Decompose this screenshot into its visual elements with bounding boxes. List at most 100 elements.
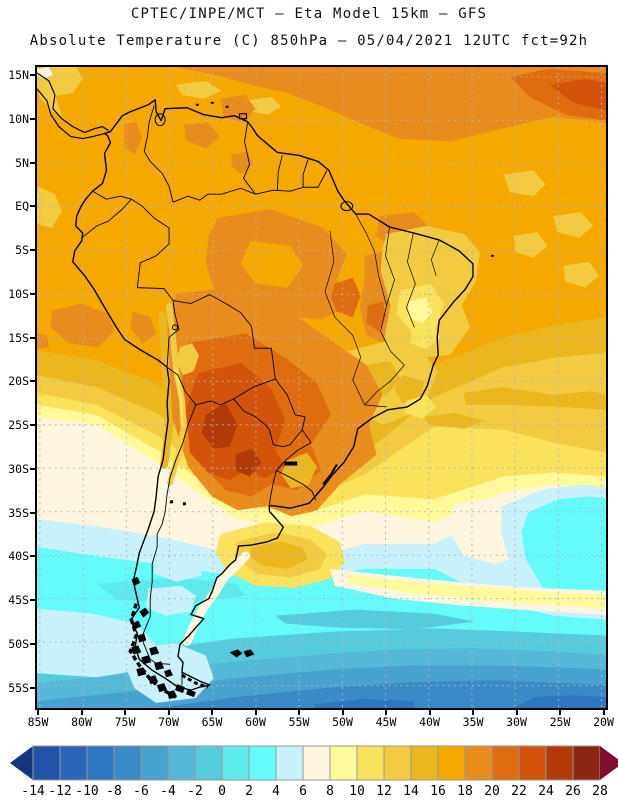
- lon-tick-mark: [385, 710, 387, 715]
- lon-tick-label: 70W: [158, 715, 179, 729]
- fernando-de-noronha: [490, 254, 494, 257]
- islands-and-fjords: [128, 101, 494, 700]
- colorbar-segment: [329, 745, 358, 781]
- colorbar-segment: [275, 745, 304, 781]
- colorbar-tick-label: -12: [48, 784, 71, 799]
- colorbar-svg: -14 -12 -10 -8 -6 -4 -2 0 2 4 6 8 10 12 14 16 18 20 22 24 26…: [10, 745, 618, 799]
- lat-tick-mark: [30, 599, 35, 601]
- lat-tick-mark: [30, 555, 35, 558]
- lat-tick-label: 5S: [15, 243, 29, 257]
- colorbar-segment: [356, 745, 385, 781]
- lon-tick-mark: [298, 710, 300, 715]
- lat-tick-label: 20S: [8, 374, 29, 389]
- temperature-map: [37, 67, 606, 708]
- lon-tick-mark: [254, 710, 257, 715]
- colorbar-segment: [302, 745, 331, 781]
- lon-tick-mark: [602, 710, 605, 715]
- lat-tick-label: 50S: [8, 636, 29, 651]
- colorbar-tick-label: 20: [484, 784, 500, 799]
- colorbar-tick-label: -14: [21, 784, 45, 799]
- colorbar: -14 -12 -10 -8 -6 -4 -2 0 2 4 6 8 10 12 14 16 18 20 22 24 26…: [0, 740, 618, 800]
- colorbar-tick-label: 10: [349, 784, 365, 799]
- lat-tick-label: 55S: [8, 680, 29, 695]
- colorbar-tick-label: 24: [538, 784, 554, 799]
- page-title: CPTEC/INPE/MCT – Eta Model 15km – GFS: [130, 6, 488, 22]
- colorbar-segment: [59, 745, 88, 781]
- lat-tick-mark: [30, 161, 35, 164]
- temperature-field: [37, 67, 606, 708]
- colorbar-tick-label: 18: [457, 784, 473, 799]
- colorbar-tick-label: 16: [430, 784, 446, 799]
- central-america-pacific-coastline: [37, 88, 105, 140]
- colorbar-segment: [518, 745, 547, 781]
- lon-tick-mark: [559, 710, 561, 715]
- lat-tick-label: 30S: [8, 461, 29, 476]
- lon-tick-mark: [80, 710, 83, 715]
- lat-tick-label: 5N: [15, 155, 29, 170]
- colorbar-segment: [491, 745, 520, 781]
- colorbar-segment: [194, 745, 223, 781]
- colorbar-segment: [572, 745, 601, 781]
- page-subtitle: Absolute Temperature (C) 850hPa – 05/04/…: [29, 33, 589, 49]
- lon-tick-label: 20W: [593, 715, 614, 729]
- lon-tick-label: 85W: [27, 715, 49, 729]
- colorbar-tick-label: 4: [272, 784, 280, 799]
- lon-tick-mark: [472, 710, 474, 715]
- lon-tick-label: 45W: [375, 715, 397, 729]
- colorbar-tick-label: 2: [245, 784, 253, 799]
- colorbar-segment: [410, 745, 439, 781]
- colorbar-tick-label: -6: [133, 784, 149, 799]
- lon-tick-label: 40W: [419, 715, 440, 729]
- lat-tick-label: 15N: [8, 68, 29, 82]
- lon-tick-mark: [167, 710, 170, 715]
- colorbar-tick-label: 22: [511, 784, 527, 799]
- colorbar-tick-label: 12: [376, 784, 392, 799]
- lat-tick-label: 40S: [8, 549, 29, 564]
- lat-tick-mark: [30, 74, 35, 76]
- lon-tick-label: 55W: [288, 715, 310, 729]
- colorbar-segment: [167, 745, 196, 781]
- colorbar-tick-label: -4: [160, 784, 176, 799]
- lon-tick-mark: [341, 710, 344, 715]
- trinidad-island: [238, 113, 248, 120]
- colorbar-segment: [221, 745, 250, 781]
- colorbar-tick-label: 28: [592, 784, 608, 799]
- colorbar-tick-label: -8: [106, 784, 122, 799]
- colorbar-segment: [140, 745, 169, 781]
- lon-tick-mark: [211, 710, 213, 715]
- lon-tick-mark: [37, 710, 39, 715]
- lon-tick-label: 35W: [462, 715, 484, 729]
- uruguay-lagoon: [284, 461, 298, 466]
- lat-tick-mark: [30, 336, 35, 339]
- lat-tick-mark: [30, 205, 35, 208]
- juan-fernandez-islands: [170, 500, 174, 504]
- lon-tick-mark: [515, 710, 518, 715]
- colorbar-segment: [545, 745, 574, 781]
- lat-tick-mark: [30, 424, 35, 426]
- lon-tick-mark: [428, 710, 431, 715]
- colorbar-overflow-arrow: [600, 746, 618, 780]
- lat-tick-mark: [30, 686, 35, 689]
- colorbar-tick-label: 6: [299, 784, 307, 799]
- state-borders: [324, 213, 440, 408]
- colorbar-tick-label: 8: [326, 784, 334, 799]
- fuegian-archipelago: [181, 673, 209, 689]
- map-plot-area: [35, 65, 608, 710]
- lon-tick-label: 65W: [201, 715, 223, 729]
- lat-tick-mark: [30, 292, 35, 295]
- falkland-islands: [229, 649, 243, 658]
- colorbar-tick-label: 26: [565, 784, 581, 799]
- colorbar-segment: [437, 745, 466, 781]
- lat-tick-label: EQ: [15, 199, 29, 214]
- colorbar-segment: [113, 745, 142, 781]
- lat-tick-mark: [30, 117, 35, 120]
- lat-tick-label: 10S: [8, 286, 29, 301]
- country-borders: [81, 105, 328, 686]
- colorbar-segment: [248, 745, 277, 781]
- marajo-island: [340, 201, 354, 212]
- south-america-coastline: [72, 99, 474, 691]
- lon-tick-label: 50W: [332, 715, 353, 729]
- lat-tick-label: 35S: [8, 505, 29, 520]
- lat-tick-mark: [30, 380, 35, 383]
